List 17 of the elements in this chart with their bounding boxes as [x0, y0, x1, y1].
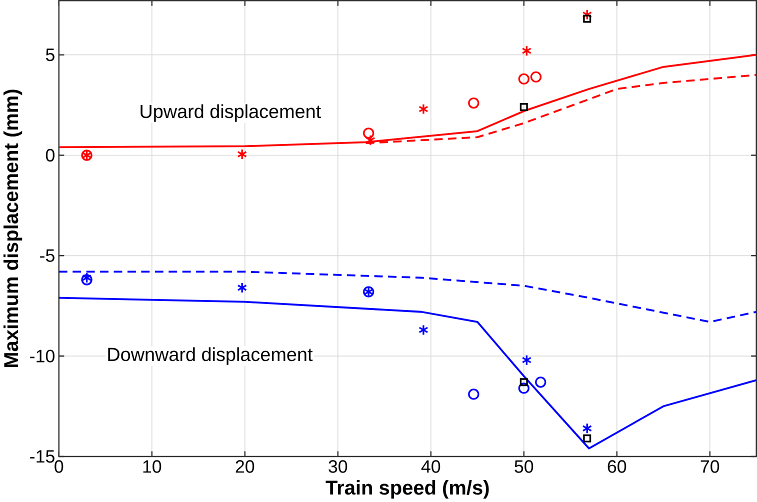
x-tick-label: 40	[421, 460, 440, 473]
y-tick-label: -5	[40, 249, 54, 262]
annotation: Downward displacement	[108, 347, 313, 365]
x-tick-label: 10	[143, 460, 162, 473]
y-tick-label: 0	[46, 148, 54, 162]
x-axis-title: Train speed (m/s)	[326, 480, 489, 499]
x-tick-label: 70	[700, 460, 720, 473]
y-tick-label: -10	[30, 350, 54, 362]
y-tick-label: -15	[30, 450, 54, 463]
x-tick-label: 0	[54, 460, 64, 473]
x-tick-label: 60	[608, 460, 626, 473]
y-tick-label: 5	[46, 48, 54, 62]
y-axis-title: Maximum displacement (mm)	[4, 90, 22, 367]
x-tick-label: 50	[514, 460, 534, 473]
x-tick-label: 30	[328, 460, 348, 473]
annotation: Upward displacement	[140, 104, 321, 122]
x-tick-label: 20	[236, 460, 254, 473]
